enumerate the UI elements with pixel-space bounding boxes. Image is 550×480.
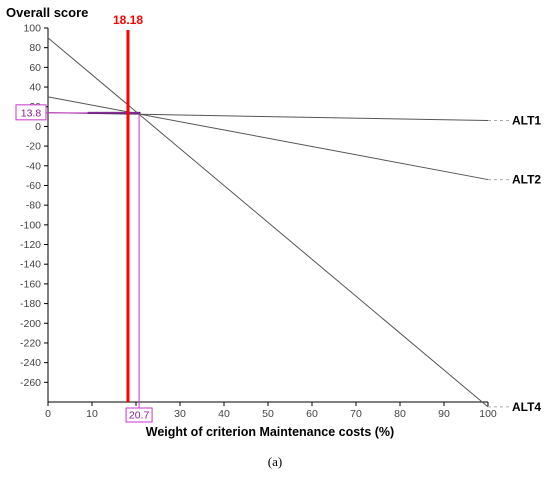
crossover-x-box (125, 407, 153, 423)
y-tick-label: -160 (20, 278, 41, 290)
y-tick-label: -140 (20, 259, 41, 271)
x-tick-label: 40 (218, 408, 230, 420)
y-tick-label: 80 (29, 42, 41, 54)
x-tick-label: 50 (262, 408, 274, 420)
y-tick-label: -200 (20, 318, 41, 330)
x-tick-label: 60 (306, 408, 318, 420)
y-tick-label: 100 (23, 23, 41, 35)
y-tick-label: -220 (20, 337, 41, 349)
y-tick-label: -100 (20, 219, 41, 231)
y-tick-label: -20 (26, 141, 41, 153)
series-line-alt1 (47, 112, 489, 122)
x-tick-label: 30 (174, 408, 186, 420)
figure-caption: (a) (268, 454, 282, 469)
y-tick-label: -240 (20, 357, 41, 369)
series-line-alt2 (47, 96, 489, 181)
y-tick-label: 40 (29, 82, 41, 94)
x-axis-label: Weight of criterion Maintenance costs (%… (146, 425, 394, 439)
series-lines (47, 37, 510, 408)
series-label-alt4: ALT4 (512, 400, 541, 414)
series-labels: ALT1 ALT2 ALT4 (512, 114, 541, 414)
x-tick-label: 100 (479, 408, 497, 420)
axes: 100806040200-20-40-60-80-100-120-140-160… (20, 23, 497, 421)
x-tick-label: 80 (394, 408, 406, 420)
crossover-y-value: 13.8 (21, 107, 42, 119)
y-tick-label: 60 (29, 62, 41, 74)
x-tick-label: 0 (45, 408, 51, 420)
series-line-alt4 (47, 37, 489, 408)
y-tick-label: -80 (26, 200, 41, 212)
x-tick-label: 10 (86, 408, 98, 420)
x-tick-label: 90 (438, 408, 450, 420)
y-tick-label: -180 (20, 298, 41, 310)
chart-title: Overall score (6, 5, 88, 20)
crossover-y-box (15, 104, 47, 121)
series-label-alt1: ALT1 (512, 114, 541, 128)
y-tick-label: -120 (20, 239, 41, 251)
crossover-x-value: 20.7 (129, 410, 150, 422)
y-tick-label: 0 (35, 121, 41, 133)
current-weight-value: 18.18 (113, 13, 143, 27)
x-tick-label: 70 (350, 408, 362, 420)
y-tick-label: -40 (26, 160, 41, 172)
y-tick-label: -260 (20, 377, 41, 389)
y-tick-label: -60 (26, 180, 41, 192)
markers: 13.8 20.7 18.18 (15, 13, 153, 423)
series-label-alt2: ALT2 (512, 173, 541, 187)
